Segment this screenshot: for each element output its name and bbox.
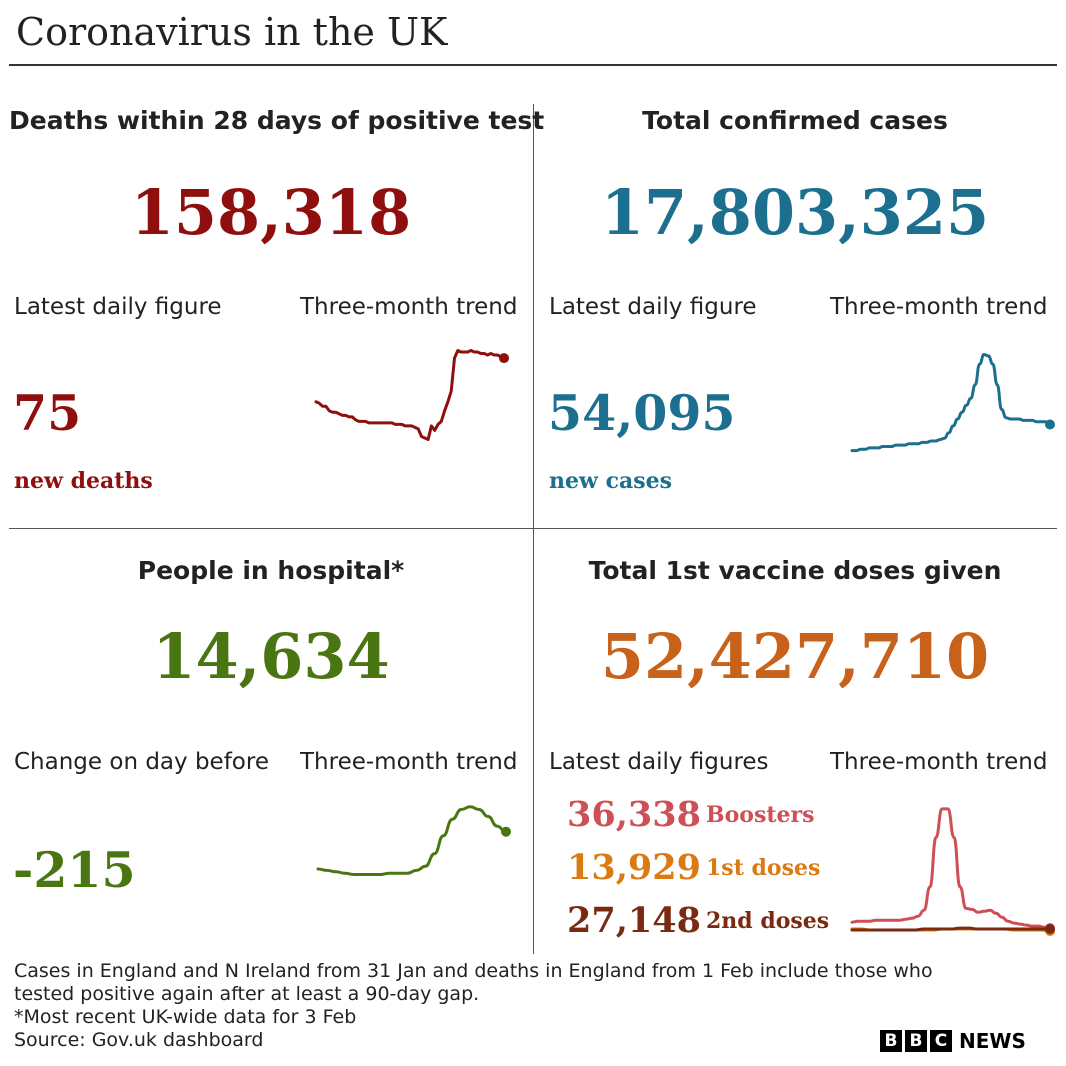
cases-total: 17,803,325 <box>600 176 990 249</box>
series-end-point-2nd-doses <box>1045 924 1055 934</box>
cases-trend-chart <box>850 353 1055 453</box>
deaths-total: 158,318 <box>130 176 412 249</box>
bbc-news-logo: B B C NEWS <box>880 1030 1026 1052</box>
vertical-divider <box>533 104 534 954</box>
bbc-letter-b2: B <box>905 1030 927 1052</box>
vaccine-trend-label: Three-month trend <box>830 749 1048 775</box>
series-end-point-people-in-hospital-indexed- <box>501 826 511 837</box>
series-end-point-new-deaths-indexed- <box>499 353 509 364</box>
boosters-value: 36,338 <box>567 794 701 835</box>
series-line-new-deaths-indexed- <box>314 349 506 441</box>
second-doses-label: 2nd doses <box>706 908 830 934</box>
vaccine-trend-chart <box>850 807 1055 936</box>
bbc-letter-c: C <box>930 1030 952 1052</box>
footer-note-line-1: Cases in England and N Ireland from 31 J… <box>14 960 933 982</box>
hospital-trend-chart <box>316 805 511 876</box>
bbc-letter-b1: B <box>880 1030 902 1052</box>
cases-latest-label: Latest daily figure <box>549 294 757 320</box>
footer-source: Source: Gov.uk dashboard <box>14 1029 264 1051</box>
hospital-trend-label: Three-month trend <box>300 749 518 775</box>
horizontal-divider <box>9 528 1057 529</box>
first-doses-value: 13,929 <box>567 847 701 888</box>
cases-latest-unit: new cases <box>549 468 673 494</box>
footer-note-line-3: *Most recent UK-wide data for 3 Feb <box>14 1006 357 1028</box>
cases-trend-label: Three-month trend <box>830 294 1048 320</box>
footer-notes: Cases in England and N Ireland from 31 J… <box>14 960 1054 1052</box>
hospital-title: People in hospital* <box>137 556 405 585</box>
hospital-total: 14,634 <box>152 620 390 693</box>
vaccine-title: Total 1st vaccine doses given <box>588 556 1002 585</box>
vaccine-latest-label: Latest daily figures <box>549 749 769 775</box>
deaths-latest-value: 75 <box>13 384 82 442</box>
deaths-trend-label: Three-month trend <box>300 294 518 320</box>
second-doses-value: 27,148 <box>567 900 701 941</box>
hospital-latest-value: -215 <box>13 841 136 899</box>
series-line-new-cases-indexed- <box>850 353 1052 453</box>
first-doses-label: 1st doses <box>706 855 821 881</box>
series-line-2nd-doses <box>850 926 1052 932</box>
hospital-latest-label: Change on day before <box>14 749 269 775</box>
series-line-boosters <box>850 807 1052 930</box>
deaths-title: Deaths within 28 days of positive test <box>9 106 545 135</box>
deaths-trend-chart <box>314 349 509 441</box>
boosters-label: Boosters <box>706 802 815 828</box>
cases-title: Total confirmed cases <box>642 106 948 135</box>
series-end-point-new-cases-indexed- <box>1045 419 1055 430</box>
header-divider <box>9 64 1057 66</box>
deaths-latest-unit: new deaths <box>14 468 153 494</box>
cases-latest-value: 54,095 <box>548 384 736 442</box>
footer-note-line-2: tested positive again after at least a 9… <box>14 983 480 1005</box>
page-title: Coronavirus in the UK <box>16 10 448 54</box>
deaths-latest-label: Latest daily figure <box>14 294 222 320</box>
vaccine-total: 52,427,710 <box>600 620 990 693</box>
bbc-news-wordmark: NEWS <box>959 1029 1026 1053</box>
series-line-people-in-hospital-indexed- <box>316 805 508 876</box>
